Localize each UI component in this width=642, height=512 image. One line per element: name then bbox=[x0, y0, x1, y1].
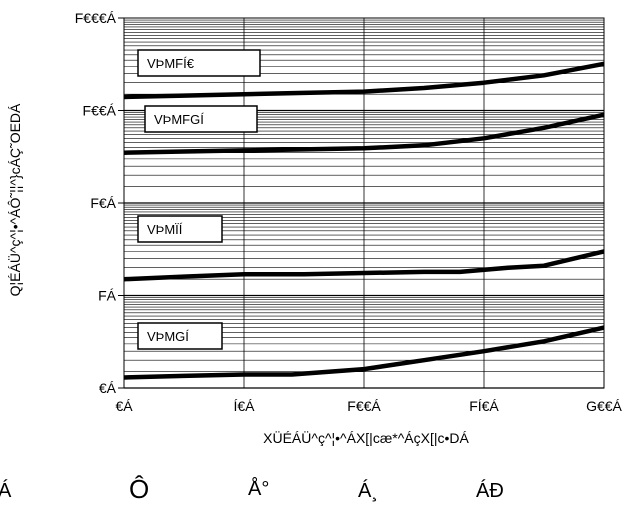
x-tick-label: FÍ€Á bbox=[469, 398, 499, 414]
y-tick-label: F€€€Á bbox=[75, 10, 117, 26]
series-label-border bbox=[137, 322, 223, 350]
series-label-text: VÞMGÍ bbox=[147, 329, 189, 344]
y-tick-label: F€Á bbox=[90, 195, 116, 211]
footer-glyph-3: Å° bbox=[248, 478, 270, 500]
series-line-4 bbox=[123, 325, 605, 380]
y-axis-title: Q¦ÉÁÜ^ç^¦•^ÁÔ˜¦¦^}cÁÇ˜OEDÁ bbox=[6, 103, 23, 296]
footer-glyph-1: Á bbox=[0, 480, 12, 502]
series-label-border bbox=[144, 105, 258, 133]
series-line-2 bbox=[123, 112, 605, 155]
series-label-box-4: VÞMGÍ bbox=[137, 322, 223, 350]
plot-area-frame bbox=[123, 17, 605, 389]
x-tick-label: G€€Á bbox=[586, 398, 622, 414]
series-label-text: VÞMÏÍ bbox=[147, 222, 183, 237]
footer-glyph-4: Á¸ bbox=[358, 480, 378, 502]
y-tick-label: FÁ bbox=[98, 288, 117, 304]
series-label-box-1: VÞMFÍ€ bbox=[137, 49, 261, 77]
x-tick-label: €Á bbox=[115, 398, 133, 414]
chart-series bbox=[123, 61, 605, 380]
footer-glyph-5: ÁÐ bbox=[476, 480, 504, 502]
series-label-text: VÞMFÍ€ bbox=[147, 56, 195, 71]
y-tick-label: €Á bbox=[99, 380, 117, 396]
series-line-1 bbox=[123, 61, 605, 100]
series-label-border bbox=[137, 215, 223, 243]
series-label-box-3: VÞMÏÍ bbox=[137, 215, 223, 243]
series-line-3 bbox=[123, 249, 605, 282]
x-tick-label: F€€Á bbox=[347, 398, 381, 414]
series-label-box-2: VÞMFGÍ bbox=[144, 105, 258, 133]
y-tick-label: F€€Á bbox=[83, 103, 117, 119]
tick-labels: €Á FÁ F€Á F€€Á F€€€Á €Á Í€Á F€€Á FÍ€Á G€€Á bbox=[75, 10, 623, 414]
series-label-text: VÞMFGÍ bbox=[154, 112, 204, 127]
x-tick-label: Í€Á bbox=[233, 398, 255, 414]
series-label-border bbox=[137, 49, 261, 77]
x-axis-title: XÜÉÁÜ^ç^¦•^ÁX[|cæ*^ÁçX[|c•DÁ bbox=[263, 429, 469, 446]
footer-glyph-2: Ô bbox=[129, 474, 150, 504]
series-labels: VÞMFÍ€ VÞMFGÍ VÞMÏÍ VÞMGÍ bbox=[137, 49, 261, 350]
